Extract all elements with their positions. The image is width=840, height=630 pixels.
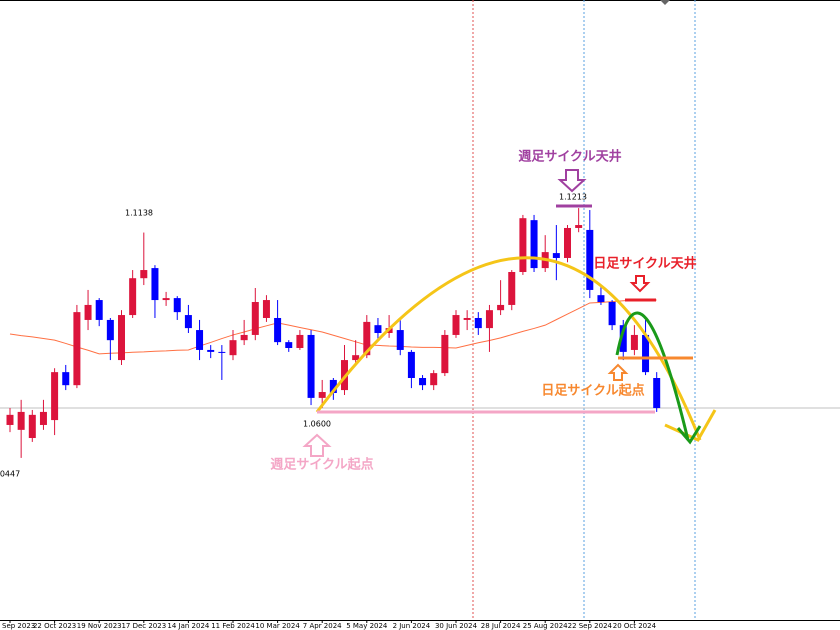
x-tick-label: 19 Nov 2023 <box>77 622 122 630</box>
x-tick-label: 22 Oct 2023 <box>33 622 76 630</box>
candle-body <box>597 295 605 303</box>
up-arrow <box>302 433 332 457</box>
candle-body <box>28 414 36 439</box>
candle-body <box>329 379 337 394</box>
x-tick-label: 7 Apr 2024 <box>303 622 342 630</box>
candle-body <box>84 304 92 320</box>
candle-body <box>608 302 616 326</box>
x-tick-label: 17 Dec 2023 <box>121 622 166 630</box>
candle-body <box>653 378 661 409</box>
candle-body <box>497 304 505 311</box>
candle-body <box>251 302 259 335</box>
candle-body <box>396 330 404 350</box>
candle-body <box>441 334 449 374</box>
candle-body <box>463 317 471 320</box>
x-tick-label: 2 Jun 2024 <box>393 622 431 630</box>
candle-body <box>196 330 204 350</box>
up-arrow <box>607 363 629 381</box>
candle-body <box>162 298 170 301</box>
candle-body <box>118 315 125 361</box>
x-tick-label: 28 Jul 2024 <box>481 622 521 630</box>
candle-body <box>240 334 248 341</box>
candle-body <box>106 319 114 341</box>
candle-body <box>39 411 47 425</box>
marker <box>660 0 670 5</box>
annotation: 週足サイクル天井 <box>518 149 621 165</box>
candle-body <box>62 372 70 386</box>
candle-body <box>363 321 371 356</box>
candle-body <box>73 312 81 386</box>
moving-average <box>9 299 657 355</box>
candle-body <box>407 351 415 379</box>
annotation: 1.0600 <box>303 420 331 429</box>
candle-body <box>95 300 103 320</box>
annotation: 0447 <box>0 470 20 479</box>
candle-body <box>140 270 148 279</box>
daily-cycle-arc <box>615 311 690 441</box>
plot <box>0 208 840 458</box>
annotation: 週足サイクル起点 <box>270 457 373 473</box>
x-tick-label: 25 Aug 2024 <box>523 622 568 630</box>
candle-body <box>184 315 192 329</box>
candle-body <box>17 411 25 430</box>
candle-body <box>262 300 270 318</box>
x-tick-label: 20 Oct 2024 <box>613 622 657 630</box>
candle-body <box>285 342 293 348</box>
candle-body <box>630 334 638 350</box>
annotation: 1.1138 <box>125 209 153 218</box>
annotation: 日足サイクル天井 <box>593 256 696 272</box>
down-arrow <box>557 169 587 193</box>
x-tick-label: Sep 2023 <box>2 622 35 630</box>
candle-body <box>508 272 516 305</box>
green-arrowhead <box>676 425 702 445</box>
x-tick-label: 14 Jan 2024 <box>167 622 210 630</box>
candle-body <box>519 218 527 273</box>
candle-body <box>564 227 571 258</box>
candle-body <box>173 298 181 313</box>
annotation: 1.1213 <box>559 193 587 202</box>
candle-body <box>51 372 59 421</box>
yellow-check <box>664 409 717 442</box>
candle-body <box>552 253 560 258</box>
x-tick-label: 22 Sep 2024 <box>568 622 613 630</box>
candle-body <box>530 220 538 269</box>
x-tick-label: 5 May 2024 <box>346 622 388 630</box>
candle-body <box>619 325 627 352</box>
candle-body <box>430 373 438 386</box>
candle-body <box>474 317 482 329</box>
candle-body <box>218 351 226 353</box>
candle-body <box>452 315 460 335</box>
x-tick-label: 10 Mar 2024 <box>255 622 300 630</box>
candle-body <box>274 317 282 343</box>
candle-body <box>419 378 427 386</box>
candle-body <box>586 229 594 290</box>
candle-body <box>575 225 583 228</box>
candle-body <box>6 414 14 425</box>
candle-body <box>229 340 237 356</box>
annotation: 日足サイクル起点 <box>541 383 644 399</box>
candle-body <box>485 310 493 329</box>
candle-body <box>307 334 315 398</box>
candle-body <box>318 392 326 398</box>
down-arrow <box>629 275 651 293</box>
weekly-cycle-arc <box>315 256 702 441</box>
candle-body <box>642 334 650 373</box>
x-tick-label: 11 Feb 2024 <box>211 622 255 630</box>
candle-body <box>374 325 382 333</box>
candle-body <box>352 355 360 361</box>
candle-body <box>151 268 159 301</box>
x-tick-label: 30 Jun 2024 <box>435 622 478 630</box>
candle-body <box>207 349 215 352</box>
candle-body <box>296 334 304 348</box>
candle-body <box>129 278 137 316</box>
drawings <box>302 169 717 457</box>
